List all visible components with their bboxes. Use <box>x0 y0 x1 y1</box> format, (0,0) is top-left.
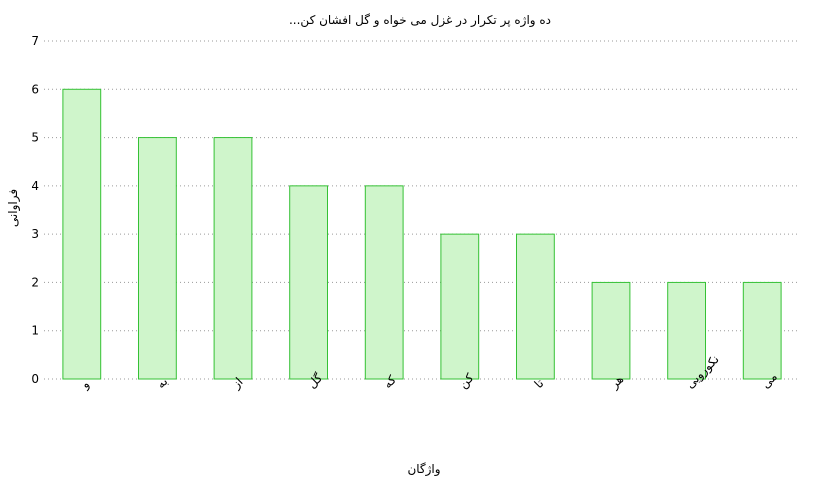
bars <box>62 88 782 380</box>
bar-4 <box>364 185 404 380</box>
y-axis-label: فراوانی <box>6 189 21 227</box>
bar-6 <box>516 233 555 380</box>
bar-2 <box>213 137 253 380</box>
bar-5 <box>440 233 480 380</box>
y-tick-label: 7 <box>31 34 39 48</box>
y-tick-label: 3 <box>31 227 39 241</box>
y-axis-ticks: 0 1 2 3 4 5 6 7 <box>31 34 39 386</box>
y-tick-label: 4 <box>31 179 39 193</box>
bar-7 <box>591 281 631 380</box>
y-tick-label: 0 <box>31 372 39 386</box>
bar-8 <box>667 281 707 380</box>
y-tick-label: 5 <box>31 131 39 145</box>
y-tick-label: 1 <box>31 324 39 338</box>
bar-1 <box>138 137 177 380</box>
bar-0 <box>62 88 102 380</box>
x-axis-label: واژگان <box>407 462 440 477</box>
y-tick-label: 6 <box>31 82 39 96</box>
y-tick-label: 2 <box>31 275 39 289</box>
bar-3 <box>289 185 329 380</box>
bar-9 <box>742 281 782 380</box>
chart-title: ده واژه پر تکرار در غزل می خواه و گل افش… <box>289 13 551 28</box>
